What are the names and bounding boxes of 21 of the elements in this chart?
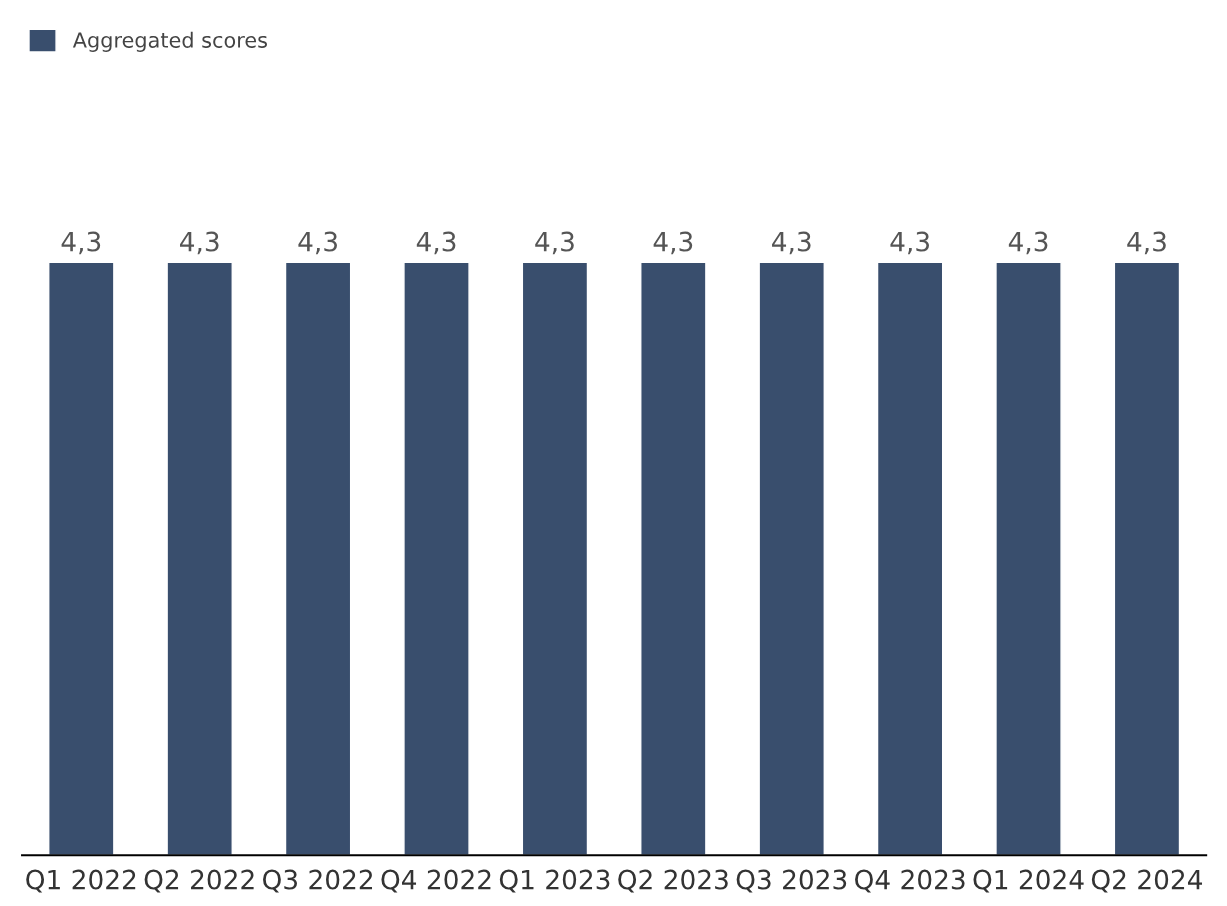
data-label: 4,3 (180, 231, 219, 255)
x-tick-label: Q3 2022 (263, 869, 373, 893)
data-label: 4,3 (653, 231, 693, 255)
x-tick-label: Q2 2022 (144, 869, 254, 893)
x-tick-label: Q1 2023 (499, 869, 610, 893)
x-tick-label: Q4 2022 (381, 869, 491, 893)
x-tick-label: Q2 2023 (618, 869, 728, 893)
data-label: 4,3 (890, 231, 929, 255)
data-label: 4,3 (416, 231, 456, 255)
data-label: 4,3 (535, 231, 574, 255)
data-label: 4,3 (1127, 231, 1166, 255)
x-tick-label: Q2 2024 (1091, 869, 1203, 893)
legend-label: Aggregated scores (72, 31, 267, 52)
x-tick-label: Q1 2024 (973, 869, 1084, 893)
data-label: 4,3 (298, 231, 337, 255)
x-tick-label: Q4 2023 (855, 869, 965, 893)
data-label: 4,3 (772, 231, 811, 255)
data-label: 4,3 (61, 231, 101, 255)
x-tick-label: Q3 2023 (736, 869, 847, 893)
x-tick-label: Q1 2022 (26, 869, 136, 893)
data-label: 4,3 (1008, 231, 1048, 255)
